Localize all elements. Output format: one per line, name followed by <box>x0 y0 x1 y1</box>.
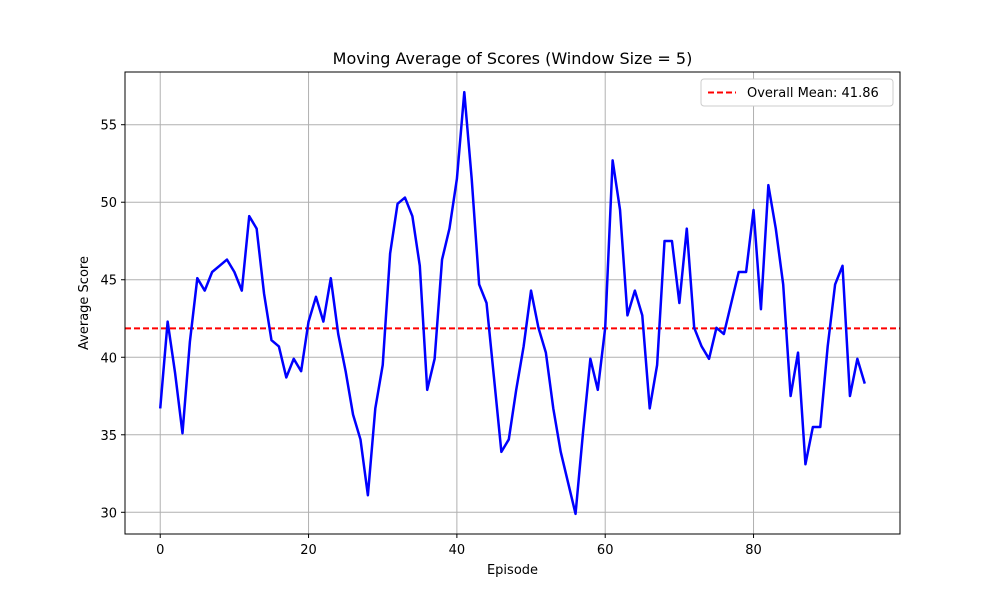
legend-box <box>700 78 894 107</box>
legend: Overall Mean: 41.86 <box>700 78 894 107</box>
plot-frame <box>124 71 901 535</box>
x-axis-label: Episode <box>487 563 538 578</box>
y-tick-label: 45 <box>100 274 117 289</box>
x-tick-label: 0 <box>156 543 164 558</box>
chart-title: Moving Average of Scores (Window Size = … <box>333 49 693 68</box>
series-lines <box>158 90 866 516</box>
legend-entry-mean: Overall Mean: 41.86 <box>747 86 879 101</box>
series-line-moving-average <box>158 90 866 516</box>
y-tick-label: 30 <box>100 506 117 521</box>
x-tick-label: 60 <box>597 543 614 558</box>
y-tick-label: 50 <box>100 196 117 211</box>
axis-ticks: 0 20 40 60 80 30 35 40 45 50 55 <box>100 119 761 558</box>
y-tick-label: 35 <box>100 429 117 444</box>
x-tick-label: 40 <box>449 543 466 558</box>
y-tick-label: 55 <box>100 119 117 134</box>
y-axis-label: Average Score <box>77 256 92 350</box>
x-tick-label: 20 <box>300 543 317 558</box>
x-tick-label: 80 <box>745 543 762 558</box>
y-tick-label: 40 <box>100 351 117 366</box>
